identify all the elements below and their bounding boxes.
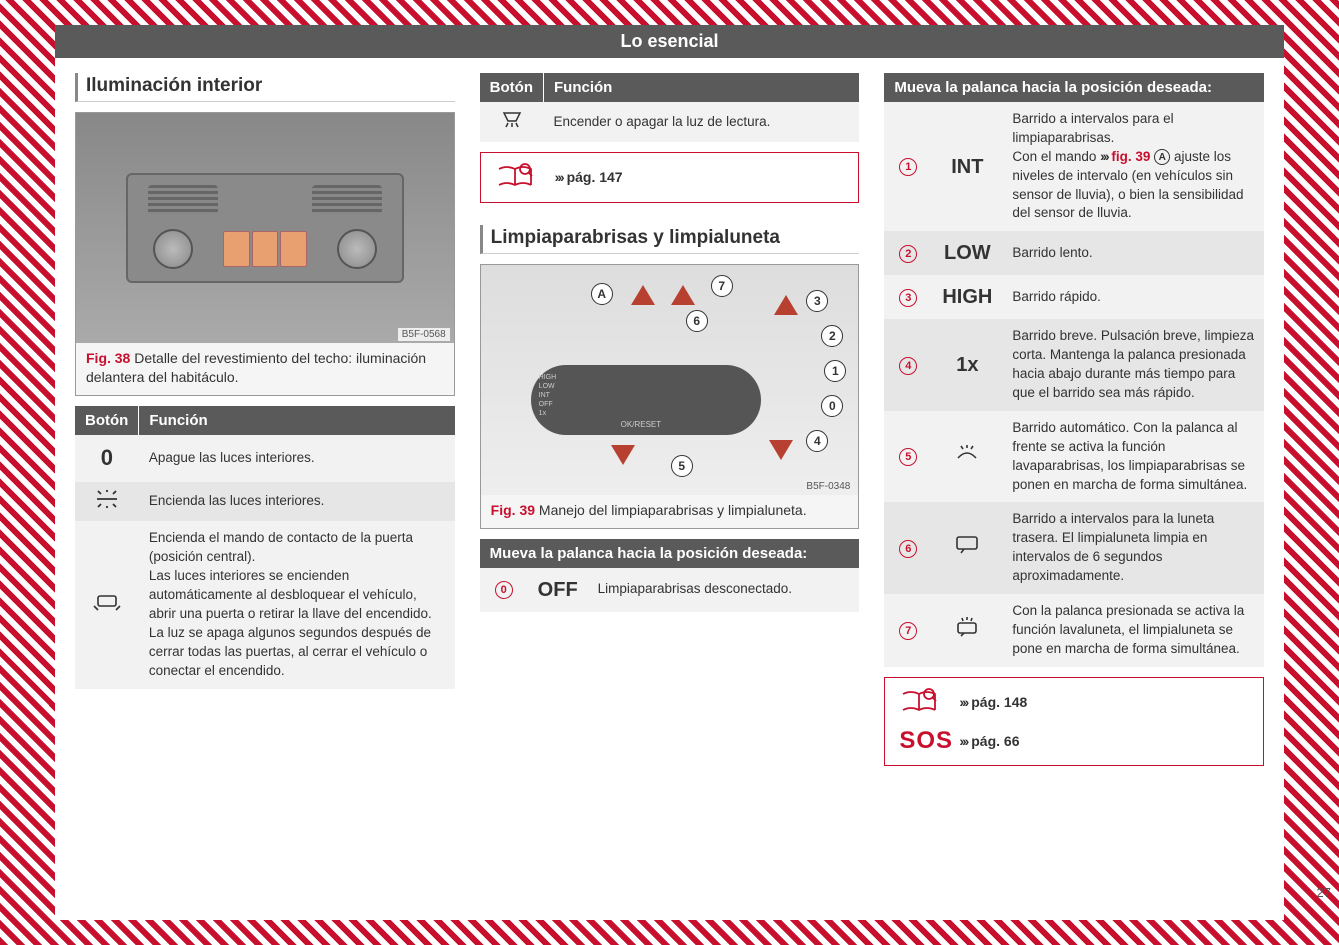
- page-header: Lo esencial: [55, 25, 1284, 58]
- row-text: Encienda las luces interiores.: [139, 482, 455, 522]
- row-text: Barrido breve. Pulsación breve, limpieza…: [1002, 319, 1264, 411]
- figure-caption: Detalle del revestimiento del techo: ilu…: [86, 350, 426, 385]
- letter-A: A: [1154, 149, 1170, 165]
- row-text: Barrido automático. Con la palanca al fr…: [1002, 411, 1264, 503]
- section-title-wipers: Limpiaparabrisas y limpialuneta: [480, 225, 860, 254]
- reference-box: ››› pág. 148 SOS ››› pág. 66: [884, 677, 1264, 766]
- figure-39: A 7 6 3 2 1 0 4 5 HI: [480, 264, 860, 529]
- row-text: Barrido lento.: [1002, 231, 1264, 275]
- num-7: 7: [899, 622, 917, 640]
- row-text: Apague las luces interiores.: [139, 435, 455, 482]
- callout-1: 1: [824, 360, 846, 382]
- th-button: Botón: [75, 406, 139, 435]
- door-contact-icon: [92, 592, 122, 612]
- row-text: Limpiaparabrisas desconectado.: [588, 568, 860, 612]
- num-4: 4: [899, 357, 917, 375]
- row-text: Barrido a intervalos para la luneta tras…: [1002, 502, 1264, 594]
- sym-off: OFF: [528, 568, 588, 612]
- column-2: Botón Función Encender o apagar la luz d…: [480, 73, 860, 766]
- table-reading-light: Botón Función Encender o apagar la luz d…: [480, 73, 860, 142]
- figure-ref: Fig. 38: [86, 350, 130, 366]
- th-lever: Mueva la palanca hacia la posición desea…: [480, 539, 860, 568]
- callout-2: 2: [821, 325, 843, 347]
- num-3: 3: [899, 289, 917, 307]
- figure-caption: Manejo del limpiaparabrisas y limpialune…: [539, 502, 807, 518]
- sym-low: LOW: [932, 231, 1002, 275]
- num-5: 5: [899, 448, 917, 466]
- sym-1x: 1x: [932, 319, 1002, 411]
- book-icon: [497, 163, 533, 189]
- callout-A: A: [591, 283, 613, 305]
- callout-0: 0: [821, 395, 843, 417]
- reference-box: ››› pág. 147: [480, 152, 860, 203]
- table-lever-bottom: Mueva la palanca hacia la posición desea…: [480, 539, 860, 612]
- light-on-icon: [93, 490, 121, 508]
- th-button: Botón: [480, 73, 544, 102]
- row-text: Barrido a intervalos para el limpiaparab…: [1002, 102, 1264, 231]
- ref-page[interactable]: pág. 147: [567, 169, 623, 185]
- column-1: Iluminación interior B5F-0568 Fig. 38 De…: [75, 73, 455, 766]
- stalk-label: INT: [539, 391, 557, 400]
- row-text: Encienda el mando de contacto de la puer…: [139, 521, 455, 688]
- page-number: 27: [1317, 885, 1331, 900]
- callout-3: 3: [806, 290, 828, 312]
- num-2: 2: [899, 245, 917, 263]
- book-icon: [901, 688, 937, 714]
- num-6: 6: [899, 540, 917, 558]
- inline-fig-link[interactable]: fig. 39: [1111, 149, 1150, 164]
- stalk-label: 1x: [539, 409, 557, 418]
- callout-6: 6: [686, 310, 708, 332]
- column-3: Mueva la palanca hacia la posición desea…: [884, 73, 1264, 766]
- figure-ref: Fig. 39: [491, 502, 535, 518]
- section-title-illumination: Iluminación interior: [75, 73, 455, 102]
- rear-wipe-icon: [954, 534, 980, 554]
- row-text: Encender o apagar la luz de lectura.: [544, 102, 860, 142]
- callout-7: 7: [711, 275, 733, 297]
- stalk-label: LOW: [539, 382, 557, 391]
- th-function: Función: [139, 406, 455, 435]
- wash-rear-icon: [954, 615, 980, 637]
- row-text: Barrido rápido.: [1002, 275, 1264, 319]
- icon-zero: 0: [101, 445, 113, 470]
- num-1: 1: [899, 158, 917, 176]
- reading-light-icon: [498, 110, 526, 128]
- num-0: 0: [495, 581, 513, 599]
- figure-code: B5F-0348: [802, 480, 854, 493]
- callout-4: 4: [806, 430, 828, 452]
- th-function: Función: [544, 73, 860, 102]
- sos-icon: SOS: [899, 727, 939, 755]
- stalk-label: OK/RESET: [621, 420, 661, 429]
- row-text: Con la palanca presionada se activa la f…: [1002, 594, 1264, 667]
- sym-int: INT: [932, 102, 1002, 231]
- callout-5: 5: [671, 455, 693, 477]
- th-lever: Mueva la palanca hacia la posición desea…: [884, 73, 1264, 102]
- ref-page[interactable]: pág. 66: [971, 733, 1019, 749]
- table-interior-light: Botón Función 0 Apague las luces interio…: [75, 406, 455, 689]
- ref-page[interactable]: pág. 148: [971, 694, 1027, 710]
- stalk-label: OFF: [539, 400, 557, 409]
- wash-front-icon: [954, 442, 980, 464]
- stalk-label: HIGH: [539, 373, 557, 382]
- figure-38: B5F-0568 Fig. 38 Detalle del revestimien…: [75, 112, 455, 396]
- table-lever-positions: Mueva la palanca hacia la posición desea…: [884, 73, 1264, 667]
- figure-code: B5F-0568: [398, 328, 450, 341]
- sym-high: HIGH: [932, 275, 1002, 319]
